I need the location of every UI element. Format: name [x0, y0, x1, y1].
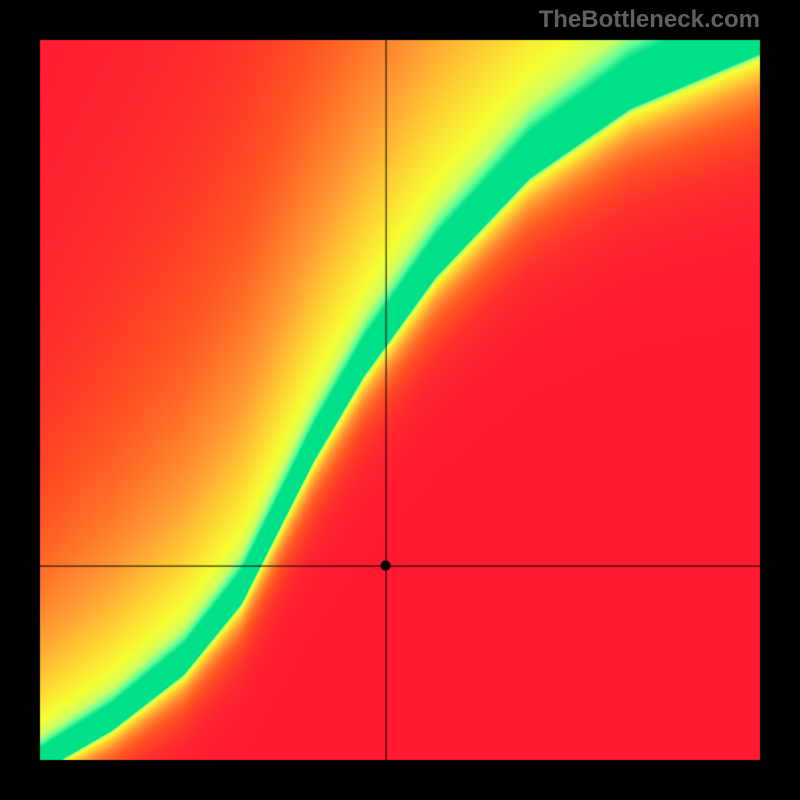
chart-container: { "source": { "watermark_text": "TheBott…: [0, 0, 800, 800]
bottleneck-heatmap: [0, 0, 800, 800]
watermark-text: TheBottleneck.com: [539, 6, 760, 34]
